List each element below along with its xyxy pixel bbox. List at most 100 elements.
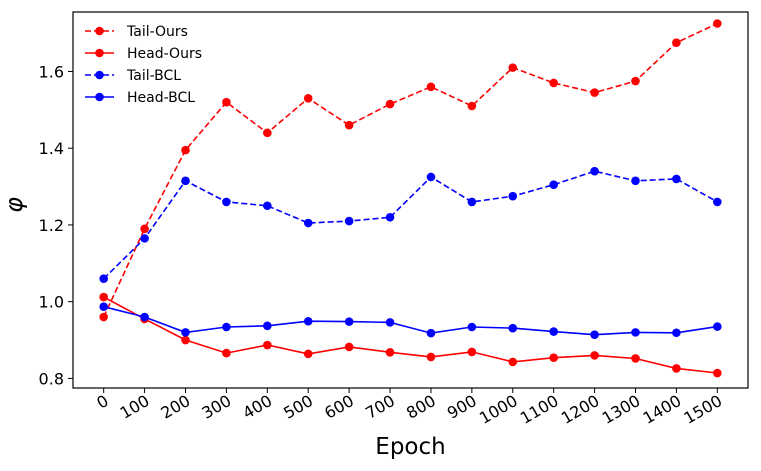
data-point xyxy=(181,335,190,345)
x-tick-label: 0 xyxy=(93,391,111,413)
data-point xyxy=(385,318,395,327)
data-point xyxy=(222,197,231,207)
data-point xyxy=(344,216,354,226)
data-point xyxy=(344,342,354,352)
x-tick-label: 400 xyxy=(239,391,275,423)
data-point xyxy=(99,302,108,311)
legend-marker xyxy=(95,48,104,58)
y-tick-label: 1.6 xyxy=(39,62,64,81)
series-tail-ours xyxy=(99,19,722,322)
data-point xyxy=(631,76,640,86)
legend-marker xyxy=(95,70,104,80)
data-point xyxy=(631,354,640,363)
y-tick-label: 0.8 xyxy=(39,369,64,388)
data-point xyxy=(672,364,681,373)
series-head-bcl xyxy=(99,302,722,339)
legend-label: Head-BCL xyxy=(127,90,195,106)
data-point xyxy=(99,312,108,322)
plot-frame xyxy=(72,11,749,389)
data-point xyxy=(426,352,436,362)
x-tick-label: 1300 xyxy=(599,391,644,428)
x-tick-label: 900 xyxy=(444,391,480,423)
data-point xyxy=(181,176,190,186)
x-tick-label: 1000 xyxy=(476,391,521,428)
data-point xyxy=(263,128,272,138)
data-point xyxy=(140,224,149,234)
series-line xyxy=(103,305,718,336)
data-point xyxy=(303,218,313,228)
data-point xyxy=(467,197,477,207)
data-point xyxy=(590,351,599,360)
x-axis-label: Epoch xyxy=(375,434,445,460)
series-tail-bcl xyxy=(99,166,722,283)
data-point xyxy=(713,322,722,331)
x-tick-label: 300 xyxy=(198,391,234,423)
data-point xyxy=(99,274,108,283)
data-point xyxy=(426,172,436,182)
data-point xyxy=(385,348,395,357)
data-point xyxy=(385,99,395,109)
data-point xyxy=(263,321,272,331)
data-point xyxy=(713,19,722,28)
data-point xyxy=(508,191,518,201)
data-point xyxy=(99,292,108,302)
data-point xyxy=(303,94,313,103)
y-tick-label: 1.0 xyxy=(39,293,64,312)
data-point xyxy=(263,201,272,211)
x-tick-label: 1400 xyxy=(640,391,685,428)
series-line xyxy=(103,170,718,280)
axes: 0.8 1.0 1.2 1.4 1.6 0 100 200 300 400 500 600 700 800… xyxy=(39,62,726,427)
legend-item: Tail-Ours xyxy=(85,24,188,40)
data-point xyxy=(344,317,354,326)
x-tick-label: 500 xyxy=(280,391,316,423)
data-point xyxy=(549,180,558,189)
x-tick-label: 1200 xyxy=(558,391,603,428)
x-tick-label: 100 xyxy=(117,391,153,423)
data-point xyxy=(672,174,681,184)
data-point xyxy=(222,322,231,332)
data-point xyxy=(263,340,272,350)
legend-marker xyxy=(95,92,104,102)
x-tick-label: 600 xyxy=(321,391,357,423)
series-line xyxy=(102,22,718,318)
legend-label: Tail-BCL xyxy=(126,68,181,84)
data-point xyxy=(344,120,354,130)
y-axis-label: φ xyxy=(0,197,28,213)
data-point xyxy=(672,328,681,338)
data-point xyxy=(590,88,599,97)
data-point xyxy=(713,368,722,378)
data-point xyxy=(303,349,313,359)
series-head-ours xyxy=(99,292,722,378)
data-point xyxy=(140,312,149,322)
legend-item: Head-BCL xyxy=(85,90,195,106)
data-point xyxy=(631,176,640,186)
x-tick-label: 800 xyxy=(403,391,439,423)
data-point xyxy=(303,316,313,326)
legend-label: Tail-Ours xyxy=(126,24,188,40)
data-point xyxy=(549,327,558,336)
data-point xyxy=(181,328,190,337)
data-point xyxy=(631,328,640,337)
x-tick-label: 200 xyxy=(158,391,194,423)
data-point xyxy=(508,357,518,367)
legend-label: Head-Ours xyxy=(127,46,202,62)
data-point xyxy=(181,145,190,155)
plot-area xyxy=(99,19,722,378)
legend-item: Tail-BCL xyxy=(85,68,181,84)
data-point xyxy=(590,330,599,339)
x-tick-label: 700 xyxy=(362,391,398,423)
series-line xyxy=(103,296,718,374)
x-tick-label: 1500 xyxy=(681,391,726,428)
y-tick-label: 1.2 xyxy=(39,216,64,235)
data-point xyxy=(467,347,477,357)
data-point xyxy=(508,323,518,333)
legend-item: Head-Ours xyxy=(85,46,202,62)
data-point xyxy=(467,101,477,111)
data-point xyxy=(508,63,518,72)
data-point xyxy=(549,78,558,88)
data-point xyxy=(222,348,231,358)
x-tick-label: 1100 xyxy=(517,391,562,428)
legend: Tail-Ours Head-Ours Tail-BCL Head-BCL xyxy=(85,24,202,106)
